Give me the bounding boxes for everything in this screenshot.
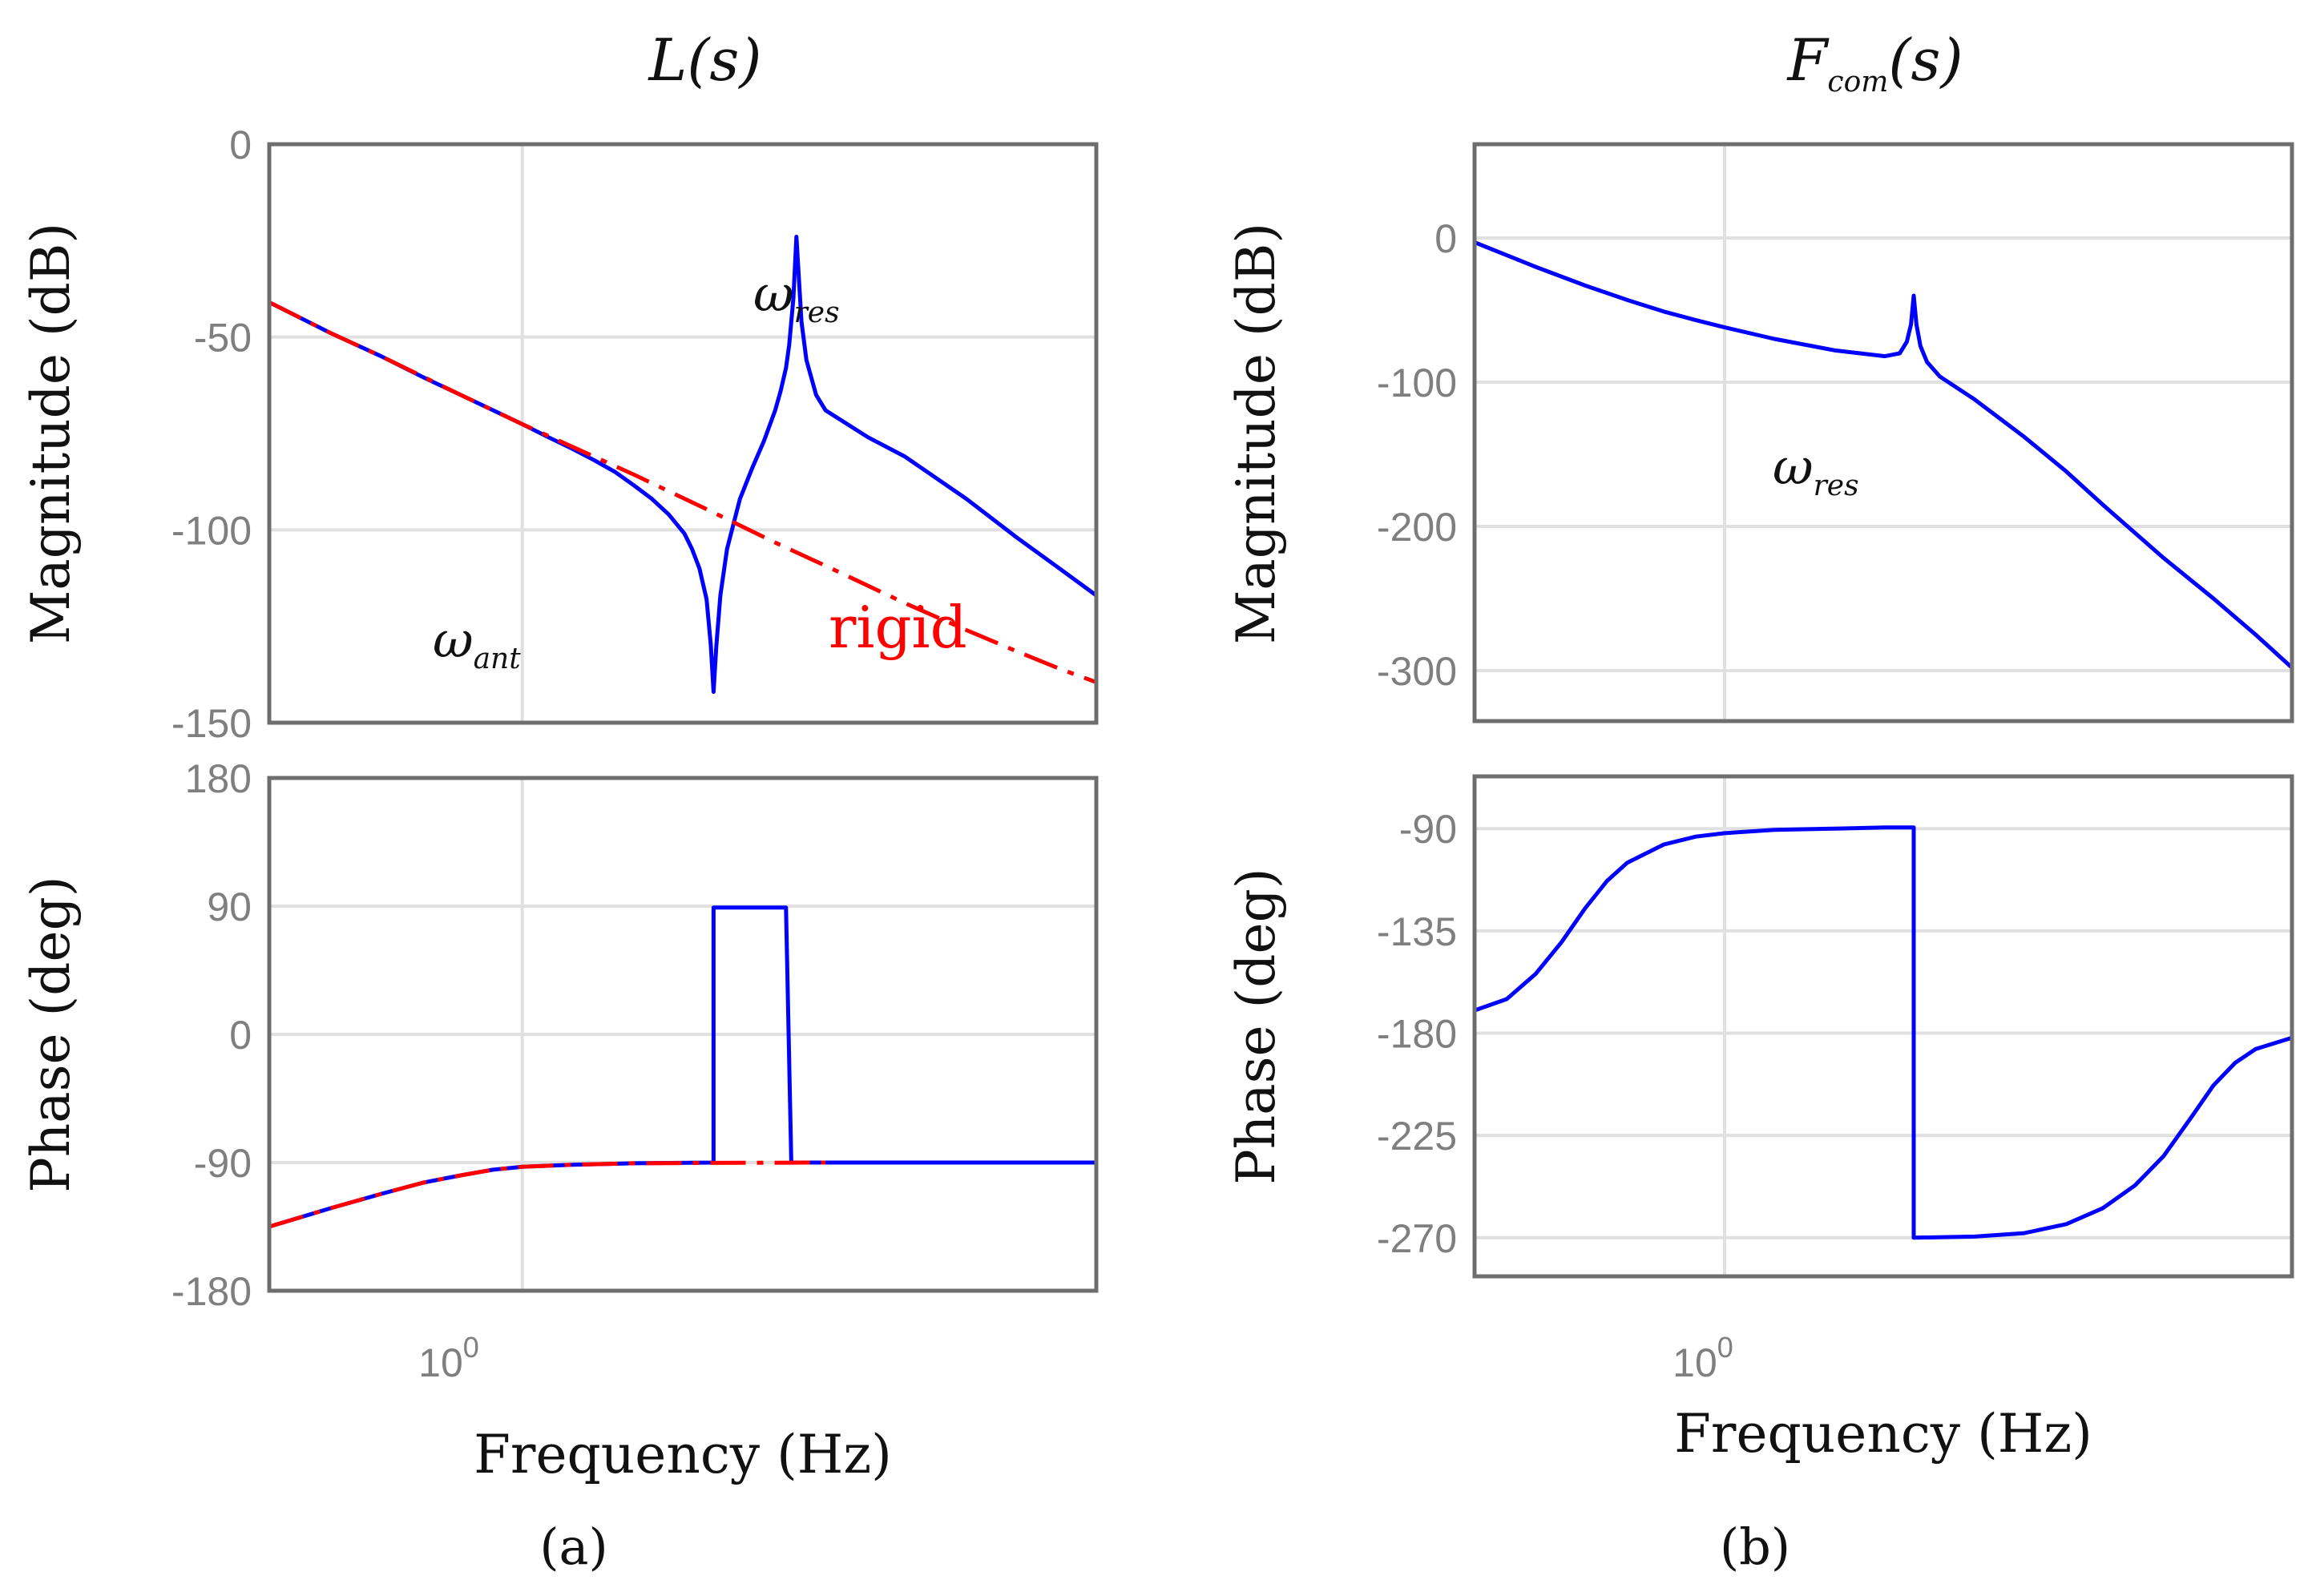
b-xtick-label: 100 [1672, 1331, 1733, 1385]
y-tick-label: -100 [1377, 361, 1457, 405]
series-line-flexible [268, 905, 1096, 1229]
y-tick-label: -150 [171, 701, 252, 746]
y-tick-label: -225 [1377, 1114, 1457, 1159]
b-phase-ticks: -90 -135 -180 -225 -270 [1377, 807, 1457, 1261]
b-xlabel: Frequency (Hz) [1674, 1403, 2092, 1465]
a-rigid-label: rigid [829, 594, 967, 661]
y-tick-label: -90 [194, 1141, 252, 1186]
b-phase-grid [1475, 776, 2292, 1276]
y-tick-label: 90 [207, 885, 252, 929]
a-phase-lines [268, 905, 1096, 1229]
y-tick-label: -135 [1377, 909, 1457, 954]
b-magnitude-ylabel: Magnitude (dB) [1225, 223, 1287, 644]
a-annot-omega-res: ωres [753, 264, 840, 329]
a-phase-grid [269, 778, 1096, 1291]
panel-label-a: (a) [539, 1517, 607, 1576]
series-line-rigid [268, 300, 1097, 684]
y-tick-label: 0 [229, 123, 252, 167]
title-b: Fcom(s) [1785, 26, 1963, 99]
y-tick-label: 180 [185, 756, 252, 801]
title-a: L(s) [648, 26, 762, 94]
panel-b: Fcom(s) 0 -100 -200 -300 ωres Magnitude (dB… [1225, 26, 2294, 1576]
series-line-rigid [268, 1160, 826, 1229]
a-phase-ylabel: Phase (deg) [20, 876, 82, 1192]
y-tick-label: -300 [1377, 649, 1457, 694]
b-phase-axes-box [1472, 774, 2294, 1279]
a-phase-axes-box [267, 776, 1099, 1293]
a-annot-omega-ant: ωant [433, 611, 521, 675]
b-phase-ylabel: Phase (deg) [1225, 868, 1287, 1184]
panel-label-b: (b) [1720, 1517, 1790, 1576]
y-tick-label: -180 [1377, 1012, 1457, 1057]
series-line-flexible [1474, 825, 2293, 1240]
y-tick-label: -180 [171, 1269, 252, 1314]
y-tick-label: -50 [194, 316, 252, 361]
a-magnitude-ylabel: Magnitude (dB) [20, 223, 82, 644]
b-magnitude-ticks: 0 -100 -200 -300 [1377, 216, 1457, 694]
y-tick-label: 0 [229, 1013, 252, 1058]
b-magnitude-axes-box [1472, 142, 2294, 723]
a-magnitude-lines [268, 235, 1098, 694]
y-tick-label: -270 [1377, 1216, 1457, 1261]
b-magnitude-grid [1475, 144, 2292, 721]
b-phase-lines [1474, 825, 2293, 1240]
y-tick-label: -100 [171, 508, 252, 553]
b-annot-omega-res: ωres [1773, 437, 1859, 502]
a-xlabel: Frequency (Hz) [474, 1424, 892, 1485]
b-magnitude-lines [1474, 240, 2294, 670]
y-tick-label: -200 [1377, 505, 1457, 550]
a-magnitude-axes-box [267, 142, 1099, 725]
series-line-flexible [268, 235, 1098, 694]
panel-a: L(s) 0 -50 -100 -150 ωres ωant rigid Magnit… [20, 26, 1099, 1576]
y-tick-label: 0 [1434, 216, 1457, 261]
a-magnitude-ticks: 0 -50 -100 -150 [171, 123, 252, 746]
a-phase-ticks: 180 90 0 -90 -180 [171, 756, 252, 1314]
a-xtick-label: 100 [418, 1331, 479, 1385]
series-line-flexible [1474, 240, 2294, 670]
y-tick-label: -90 [1399, 807, 1457, 852]
a-magnitude-grid [269, 144, 1096, 723]
